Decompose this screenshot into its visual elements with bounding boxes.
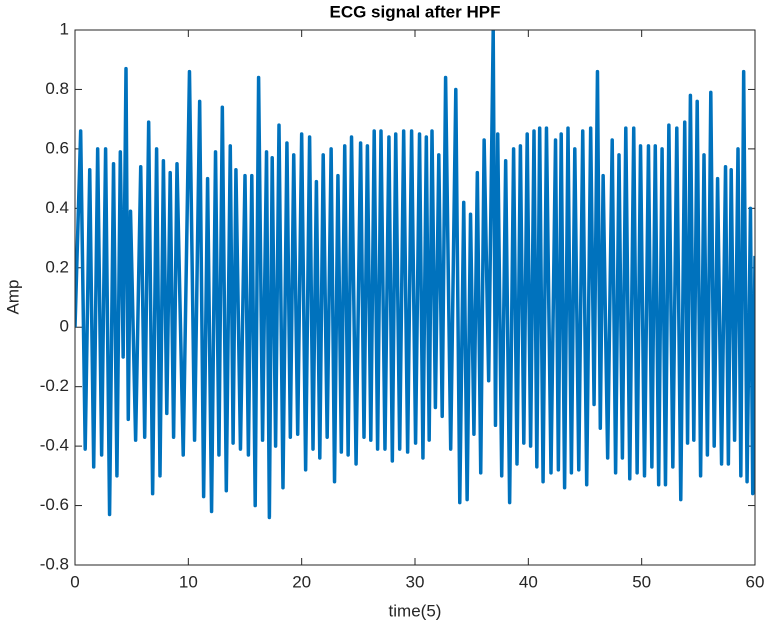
x-tick-label: 10: [179, 572, 198, 591]
x-axis-label: time(5): [389, 601, 442, 620]
axes-box: [74, 29, 756, 566]
x-tick-label: 20: [292, 572, 311, 591]
series-line: [75, 30, 755, 520]
y-tick-label: -0.6: [40, 495, 69, 514]
x-tick-label: 60: [746, 572, 765, 591]
y-tick-label: -0.2: [40, 376, 69, 395]
chart-title: ECG signal after HPF: [330, 2, 501, 21]
y-tick-label: -0.4: [40, 436, 69, 455]
x-tick-label: 30: [406, 572, 425, 591]
y-tick-label: 0.4: [45, 198, 69, 217]
y-tick-label: -0.8: [40, 554, 69, 573]
y-tick-label: 0.6: [45, 138, 69, 157]
x-tick-label: 50: [632, 572, 651, 591]
y-tick-label: 0: [60, 317, 69, 336]
y-tick-label: 0.8: [45, 79, 69, 98]
x-tick-label: 0: [70, 572, 79, 591]
y-tick-label: 0.2: [45, 257, 69, 276]
x-tick-label: 40: [519, 572, 538, 591]
y-axis-label: Amp: [3, 280, 22, 315]
y-tick-label: 1: [60, 19, 69, 38]
